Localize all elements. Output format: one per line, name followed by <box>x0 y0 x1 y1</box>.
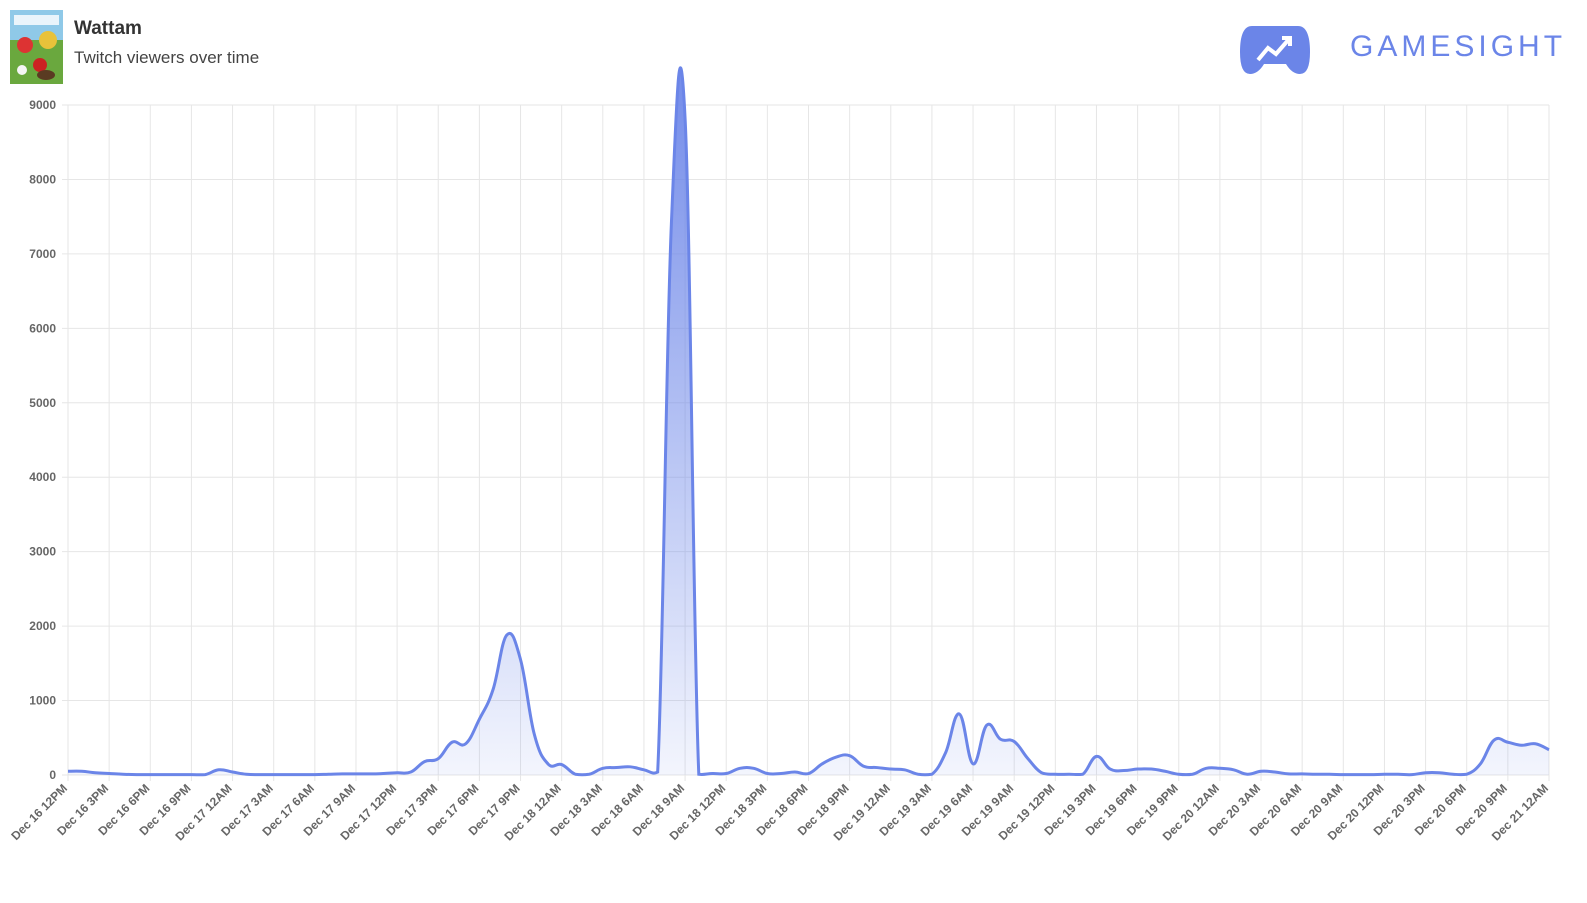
y-tick-label: 7000 <box>29 247 56 261</box>
y-tick-label: 2000 <box>29 619 56 633</box>
y-tick-label: 8000 <box>29 172 56 186</box>
brand-logo <box>1240 26 1310 74</box>
game-thumbnail <box>10 10 63 84</box>
subtitle: Twitch viewers over time <box>74 48 260 67</box>
y-tick-label: 3000 <box>29 545 56 559</box>
y-tick-label: 6000 <box>29 321 56 335</box>
y-tick-label: 5000 <box>29 396 56 410</box>
y-tick-label: 4000 <box>29 470 56 484</box>
y-tick-label: 9000 <box>29 98 56 112</box>
y-tick-label: 0 <box>49 768 56 782</box>
y-tick-label: 1000 <box>29 694 56 708</box>
brand-name: GAMESIGHT <box>1350 30 1567 63</box>
line <box>67 66 1550 777</box>
game-title: Wattam <box>74 18 142 39</box>
